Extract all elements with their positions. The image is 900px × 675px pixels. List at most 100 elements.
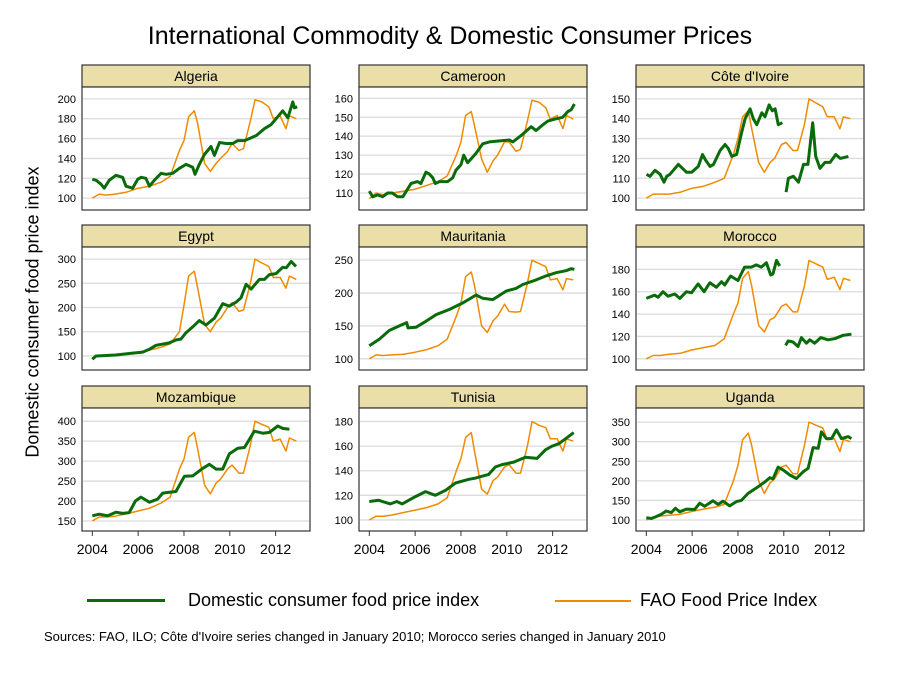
domestic-price-line bbox=[368, 267, 575, 347]
x-tick-label: 2008 bbox=[168, 541, 199, 557]
source-note: Sources: FAO, ILO; Côte d'Ivoire series … bbox=[44, 629, 666, 644]
y-tick-label: 100 bbox=[335, 515, 353, 527]
y-tick-label: 250 bbox=[58, 476, 76, 488]
domestic-price-line bbox=[91, 424, 290, 518]
y-tick-label: 100 bbox=[58, 193, 76, 205]
x-tick-label: 2004 bbox=[77, 541, 108, 557]
x-tick-label: 2008 bbox=[722, 541, 753, 557]
y-tick-label: 120 bbox=[335, 169, 353, 181]
y-tick-label: 140 bbox=[612, 114, 630, 126]
plot-area bbox=[81, 86, 311, 211]
y-tick-label: 350 bbox=[58, 436, 76, 448]
fao-food-price-line bbox=[368, 99, 574, 200]
y-tick-label: 160 bbox=[612, 287, 630, 299]
y-tick-label: 250 bbox=[335, 255, 353, 267]
panel-c-te-d-ivoire: Côte d'Ivoire 100 110 120 130 140 150 bbox=[612, 64, 865, 211]
panel-title: Uganda bbox=[725, 389, 774, 405]
y-tick-label: 120 bbox=[612, 153, 630, 165]
y-tick-label: 110 bbox=[335, 188, 353, 200]
y-tick-label: 160 bbox=[58, 134, 76, 146]
panel-mozambique: Mozambique 150 200 250 300 350 400 2004 2006 2008… bbox=[58, 385, 311, 557]
legend-swatch-fao bbox=[555, 600, 631, 602]
domestic-price-line bbox=[369, 431, 575, 506]
y-tick-label: 100 bbox=[612, 515, 630, 527]
y-tick-label: 140 bbox=[335, 466, 353, 478]
fao-food-price-line bbox=[91, 99, 297, 199]
plot-area bbox=[635, 246, 865, 371]
panel-title: Mauritania bbox=[440, 228, 506, 244]
y-tick-label: 100 bbox=[58, 351, 76, 363]
y-tick-label: 130 bbox=[335, 150, 353, 162]
y-tick-label: 120 bbox=[612, 331, 630, 343]
chart-title: International Commodity & Domestic Consu… bbox=[147, 22, 753, 50]
panel-title: Mozambique bbox=[156, 389, 236, 405]
domestic-price-line bbox=[368, 103, 576, 199]
domestic-price-line bbox=[645, 103, 849, 193]
x-tick-label: 2006 bbox=[123, 541, 154, 557]
y-tick-label: 250 bbox=[612, 456, 630, 468]
y-tick-label: 100 bbox=[612, 354, 630, 366]
y-tick-label: 200 bbox=[612, 476, 630, 488]
x-tick-label: 2012 bbox=[814, 541, 845, 557]
panel-algeria: Algeria 100 120 140 160 180 200 bbox=[58, 64, 311, 211]
y-tick-label: 300 bbox=[58, 456, 76, 468]
panel-cameroon: Cameroon 110 120 130 140 150 160 bbox=[335, 64, 588, 211]
plot-area bbox=[358, 86, 588, 211]
y-tick-label: 300 bbox=[58, 254, 76, 266]
y-tick-label: 100 bbox=[612, 193, 630, 205]
panel-tunisia: Tunisia 100 120 140 160 180 2004 2006 2008 2010 20… bbox=[335, 385, 588, 557]
panel-title: Morocco bbox=[723, 228, 777, 244]
y-tick-label: 110 bbox=[612, 173, 630, 185]
plot-area bbox=[81, 407, 311, 532]
x-tick-label: 2004 bbox=[631, 541, 662, 557]
y-tick-label: 130 bbox=[612, 134, 630, 146]
y-tick-label: 160 bbox=[335, 441, 353, 453]
y-tick-label: 200 bbox=[335, 288, 353, 300]
y-tick-label: 350 bbox=[612, 417, 630, 429]
y-tick-label: 150 bbox=[58, 516, 76, 528]
y-tick-label: 200 bbox=[58, 303, 76, 315]
x-tick-label: 2006 bbox=[677, 541, 708, 557]
y-tick-label: 160 bbox=[335, 93, 353, 105]
y-tick-label: 120 bbox=[58, 173, 76, 185]
fao-food-price-line bbox=[368, 259, 574, 360]
plot-area bbox=[358, 246, 588, 371]
x-tick-label: 2004 bbox=[354, 541, 385, 557]
legend-swatch-domestic bbox=[87, 599, 165, 602]
x-tick-label: 2010 bbox=[768, 541, 799, 557]
y-tick-label: 140 bbox=[612, 309, 630, 321]
domestic-price-line bbox=[91, 260, 298, 361]
y-tick-label: 100 bbox=[335, 354, 353, 366]
y-tick-label: 200 bbox=[58, 496, 76, 508]
plot-area bbox=[81, 246, 311, 371]
panel-uganda: Uganda 100 150 200 250 300 350 2004 2006 2008 2010… bbox=[612, 385, 865, 557]
fao-food-price-line bbox=[645, 259, 851, 360]
panel-mauritania: Mauritania 100 150 200 250 bbox=[335, 224, 588, 371]
y-tick-label: 120 bbox=[335, 490, 353, 502]
panel-morocco: Morocco 100 120 140 160 180 bbox=[612, 224, 865, 371]
y-tick-label: 180 bbox=[58, 114, 76, 126]
y-tick-label: 150 bbox=[58, 327, 76, 339]
panel-egypt: Egypt 100 150 200 250 300 bbox=[58, 224, 311, 371]
y-tick-label: 140 bbox=[58, 153, 76, 165]
fao-food-price-line bbox=[368, 420, 574, 521]
panel-title: Tunisia bbox=[451, 389, 496, 405]
y-tick-label: 150 bbox=[612, 495, 630, 507]
y-tick-label: 150 bbox=[612, 94, 630, 106]
plot-area bbox=[635, 86, 865, 211]
domestic-price-line bbox=[645, 258, 852, 348]
legend-label-fao: FAO Food Price Index bbox=[640, 590, 818, 610]
domestic-price-line bbox=[91, 100, 298, 190]
y-tick-label: 300 bbox=[612, 437, 630, 449]
x-tick-label: 2008 bbox=[445, 541, 476, 557]
plot-area bbox=[358, 407, 588, 532]
panel-title: Cameroon bbox=[440, 68, 505, 84]
panel-title: Egypt bbox=[178, 228, 214, 244]
fao-food-price-line bbox=[91, 420, 297, 522]
y-tick-label: 200 bbox=[58, 94, 76, 106]
x-tick-label: 2010 bbox=[214, 541, 245, 557]
legend-label-domestic: Domestic consumer food price index bbox=[188, 590, 480, 610]
fao-food-price-line bbox=[645, 421, 851, 521]
domestic-price-line bbox=[646, 428, 853, 520]
